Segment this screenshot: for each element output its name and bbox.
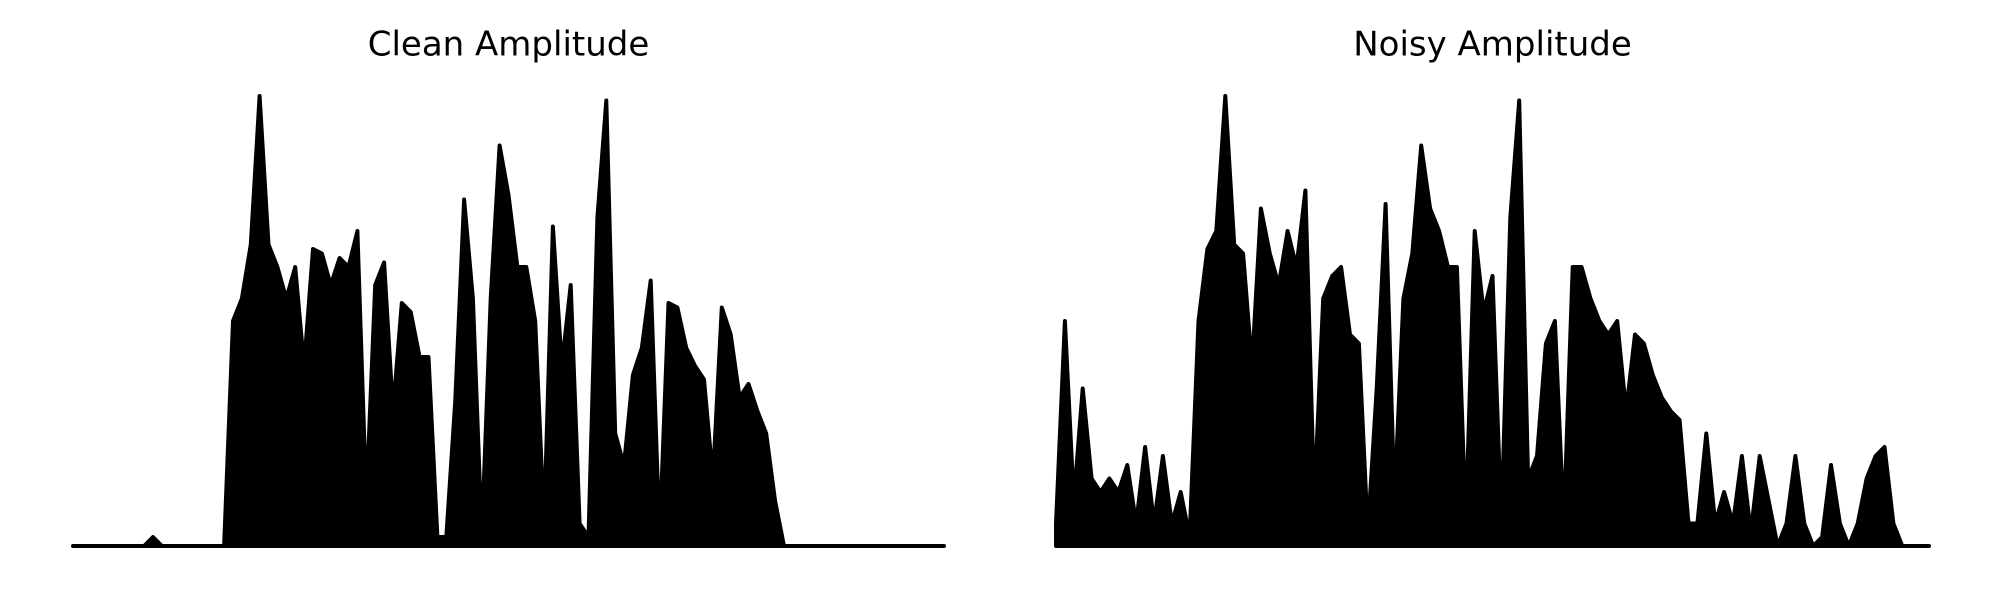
chart-title: Clean Amplitude <box>368 25 650 65</box>
amplitude-area <box>71 94 946 548</box>
amplitude-area <box>1054 94 1931 548</box>
chart-title: Noisy Amplitude <box>1353 25 1632 65</box>
